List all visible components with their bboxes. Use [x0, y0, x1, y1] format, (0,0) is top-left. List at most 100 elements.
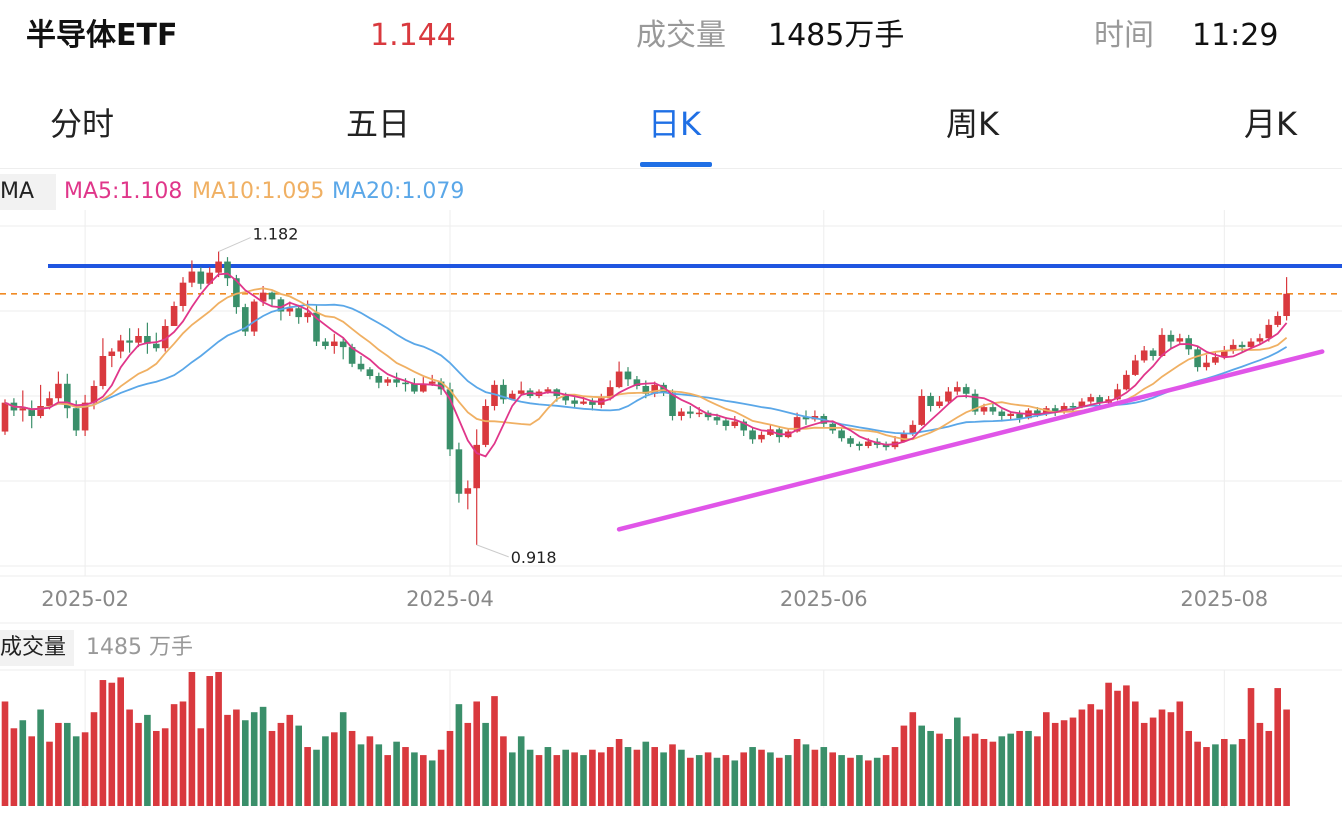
volume-bar-up	[758, 749, 765, 806]
x-tick-label: 2025-04	[406, 587, 494, 611]
volume-bar-up	[829, 752, 836, 806]
volume-bar-up	[268, 730, 276, 806]
volume-bar-down	[72, 736, 80, 806]
candle-down	[998, 411, 1006, 416]
volume-bar-up	[1265, 730, 1273, 806]
volume-bar-up	[669, 744, 676, 806]
candle-down	[669, 392, 676, 416]
candle-down	[589, 401, 596, 405]
candle-down	[776, 429, 783, 438]
volume-bar-up	[446, 730, 454, 806]
volume-bar-down	[695, 755, 703, 806]
volume-panel-value: 1485 万手	[86, 635, 193, 660]
candle-down	[313, 312, 320, 342]
candle-up	[19, 408, 27, 411]
volume-bar-up	[348, 730, 356, 806]
volume-bar-up	[891, 747, 899, 806]
volume-label: 成交量	[636, 18, 726, 53]
tab-five-day[interactable]: 五日	[346, 105, 411, 143]
low-price-label: 0.918	[511, 548, 557, 567]
candle-up	[1221, 350, 1228, 358]
volume-bar-up	[1078, 709, 1086, 806]
candle-down	[446, 389, 454, 450]
volume-bar-up	[197, 728, 205, 806]
volume-bar-up	[55, 722, 62, 806]
volume-bar-up	[473, 701, 480, 806]
fund-name: 半导体ETF	[26, 18, 178, 53]
volume-bar-up	[126, 709, 133, 806]
volume-bar-up	[962, 736, 970, 806]
candle-up	[170, 306, 178, 326]
volume-bar-up	[633, 749, 641, 806]
candle-down	[224, 261, 231, 279]
volume-bar-down	[927, 730, 934, 806]
candle-up	[1283, 293, 1290, 316]
volume-bar-down	[313, 749, 320, 806]
volume-bar-down	[954, 717, 961, 806]
volume-bar-down	[357, 744, 365, 806]
candle-down	[802, 417, 810, 420]
volume-bar-up	[366, 736, 374, 806]
volume-bar-up	[909, 712, 917, 806]
time-value: 11:29	[1192, 18, 1279, 53]
volume-bar-up	[1158, 709, 1166, 806]
volume-bar-down	[678, 749, 685, 806]
volume-bar-up	[1149, 717, 1157, 806]
volume-bar-down	[642, 741, 650, 806]
candle-down	[740, 421, 747, 431]
indicator-tag[interactable]: MA	[0, 174, 56, 210]
volume-bar-up	[179, 701, 187, 806]
volume-bar-up	[1238, 739, 1246, 806]
volume-bar-up	[1016, 730, 1023, 806]
candle-down	[1069, 406, 1077, 408]
tab-monthly-k[interactable]: 月K	[1244, 105, 1297, 143]
volume-bar-up	[722, 755, 730, 806]
volume-bar-up	[1096, 709, 1103, 806]
volume-bar-up	[980, 739, 988, 806]
candle-down	[971, 393, 979, 412]
candle-up	[46, 398, 53, 406]
candle-down	[838, 430, 845, 439]
volume-bar-up	[233, 709, 240, 806]
volume-bar-up	[500, 736, 507, 806]
volume-bar-up	[535, 755, 543, 806]
candle-up	[161, 326, 169, 349]
volume-bar-up	[1087, 704, 1095, 806]
candle-up	[695, 412, 703, 415]
volume-panel-tag[interactable]: 成交量	[0, 630, 74, 666]
volume-bar-down	[713, 757, 721, 806]
volume-bar-down	[918, 725, 925, 806]
candle-down	[1167, 334, 1175, 342]
volume-bar-up	[331, 732, 338, 806]
candle-down	[927, 396, 934, 406]
volume-bar-up	[1283, 709, 1290, 806]
volume-bar-down	[1007, 733, 1014, 806]
volume-bar-down	[517, 736, 525, 806]
candle-up	[1114, 389, 1121, 400]
candle-down	[633, 379, 641, 386]
volume-bar-up	[1069, 717, 1077, 806]
candle-down	[339, 341, 347, 348]
candle-up	[980, 407, 988, 412]
tab-intraday[interactable]: 分时	[50, 105, 115, 143]
tab-weekly-k[interactable]: 周K	[946, 105, 999, 143]
volume-bar-up	[188, 672, 196, 806]
volume-bar-up	[10, 728, 18, 806]
active-tab-indicator	[640, 162, 712, 167]
candle-up	[179, 282, 187, 306]
volume-bar-up	[1176, 701, 1184, 806]
volume-bar-up	[224, 714, 231, 806]
volume-bar-down	[37, 709, 44, 806]
volume-bar-up	[420, 755, 427, 806]
volume-bar-up	[90, 712, 98, 806]
volume-bar-up	[384, 755, 391, 806]
volume-bar-up	[1247, 688, 1255, 806]
low-marker-leader	[476, 544, 509, 558]
candle-up	[509, 393, 516, 400]
tab-daily-k[interactable]: 日K	[648, 105, 701, 143]
high-marker-leader	[218, 237, 251, 253]
volume-bar-up	[1256, 722, 1264, 806]
volume-bar-up	[1167, 712, 1175, 806]
candle-down	[962, 387, 970, 394]
